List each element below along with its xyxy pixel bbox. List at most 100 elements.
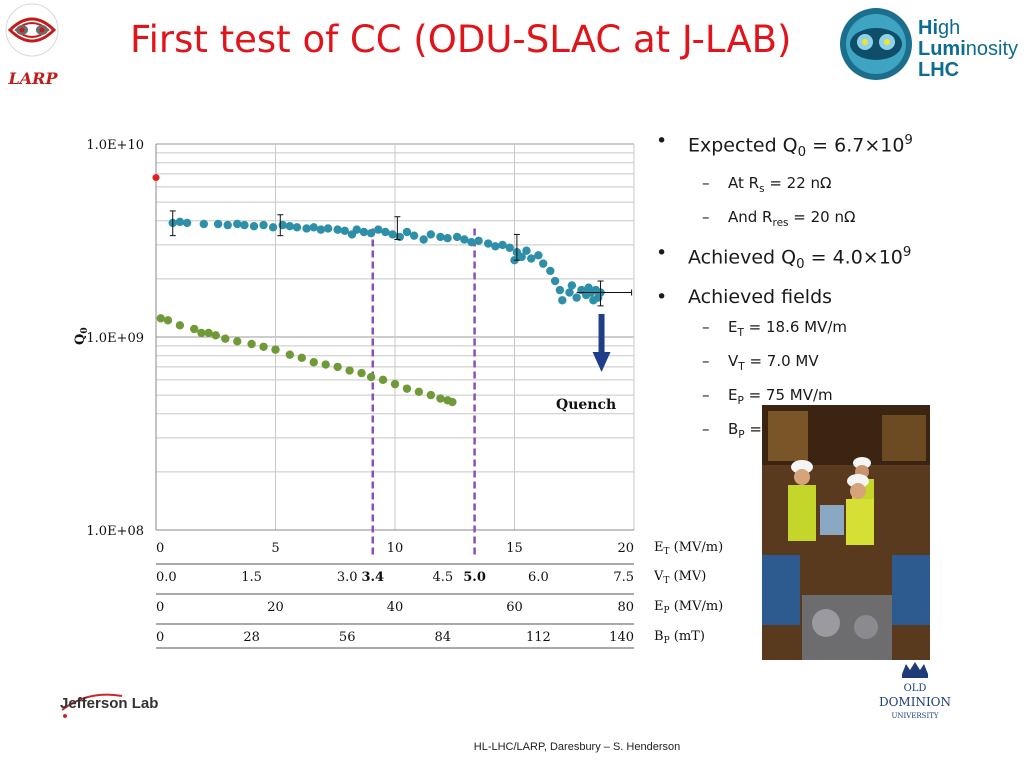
bullet-text: At R bbox=[728, 174, 760, 193]
x-tick-label: 0 bbox=[156, 630, 164, 645]
bullet-value: = 7.0 MV bbox=[744, 352, 819, 371]
bullet-text: V bbox=[728, 352, 739, 371]
odu-text-3: UNIVERSITY bbox=[891, 712, 938, 720]
data-point bbox=[247, 339, 256, 349]
data-point bbox=[534, 251, 543, 260]
bullet-dash: – bbox=[702, 318, 710, 337]
x-tick-label: 15 bbox=[506, 541, 523, 556]
data-point bbox=[436, 394, 445, 403]
data-point bbox=[366, 229, 376, 238]
hilumi-text-3: LHC bbox=[918, 59, 959, 81]
bullet-text: Achieved fields bbox=[688, 286, 833, 309]
data-point bbox=[285, 222, 295, 231]
data-point bbox=[233, 219, 242, 229]
bullet-subscript: T bbox=[737, 327, 744, 340]
bullet-text: E bbox=[728, 386, 738, 405]
bullet-text: Achieved Q bbox=[688, 246, 797, 269]
data-point bbox=[271, 345, 280, 354]
bullet-value: = 22 nΩ bbox=[764, 174, 832, 193]
data-point bbox=[240, 220, 249, 230]
data-point bbox=[555, 285, 565, 295]
data-point bbox=[321, 360, 330, 369]
data-point bbox=[357, 368, 366, 378]
bullet-dash: – bbox=[702, 208, 710, 227]
data-point bbox=[452, 232, 462, 242]
data-point bbox=[517, 252, 526, 262]
data-point bbox=[302, 224, 311, 233]
x-tick-label: 7.5 bbox=[613, 570, 634, 585]
x-tick-label: 6.0 bbox=[528, 570, 549, 585]
larp-logo: LARP bbox=[5, 3, 59, 88]
data-point bbox=[448, 397, 457, 407]
data-point bbox=[309, 223, 318, 232]
x-axis-label-unit: (MV/m) bbox=[670, 540, 724, 555]
x-axis-label-subscript: T bbox=[663, 576, 669, 586]
results-bullet-list: • Expected Q0 = 6.7×109– At Rs = 22 nΩ – And… bbox=[652, 128, 1022, 452]
data-point bbox=[182, 218, 192, 228]
bullet-value: = 18.6 MV/m bbox=[743, 318, 848, 337]
data-point bbox=[285, 350, 295, 359]
data-point bbox=[297, 353, 306, 363]
bullet-item: • Achieved fields bbox=[652, 284, 1022, 310]
data-point bbox=[498, 240, 507, 250]
data-point bbox=[259, 342, 268, 351]
hilumi-text-2a: Lumi bbox=[918, 38, 966, 60]
data-point bbox=[419, 235, 428, 244]
q0-vs-field-chart: 1.0E+10 1.0E+09 1.0E+08 Q0 Quench 0 5 10 15 20 ET … bbox=[73, 138, 723, 649]
data-point bbox=[565, 288, 574, 297]
x-axis-label: ET (MV/m) bbox=[654, 540, 723, 557]
slide-footer: HL-LHC/LARP, Daresbury – S. Henderson bbox=[0, 741, 1024, 753]
data-point bbox=[156, 314, 165, 323]
sub-bullet-item: – EP = 75 MV/m bbox=[652, 384, 1022, 412]
sub-bullet-item: – VT = 7.0 MV bbox=[652, 350, 1022, 378]
hilumi-text-1b: gh bbox=[938, 17, 960, 39]
x-tick-label: 5 bbox=[271, 541, 279, 556]
bullet-value: = 6.7×10 bbox=[806, 134, 905, 157]
data-point bbox=[474, 236, 483, 246]
x-tick-label: 80 bbox=[617, 600, 634, 615]
jefferson-lab-logo: Jefferson Lab bbox=[60, 693, 158, 718]
bullet-item: • Achieved Q0 = 4.0×109 bbox=[652, 240, 1022, 278]
x-tick-label: 56 bbox=[339, 630, 356, 645]
data-point bbox=[278, 220, 287, 230]
quench-arrow-shaft bbox=[598, 314, 605, 352]
data-point bbox=[388, 230, 397, 239]
odu-text-1: OLD bbox=[904, 683, 927, 694]
x-tick-label: 5.0 bbox=[463, 570, 486, 585]
data-point bbox=[292, 223, 302, 232]
bullet-subscript: res bbox=[772, 217, 789, 230]
data-point bbox=[374, 225, 383, 234]
footer-text: HL-LHC/LARP, Daresbury – S. Henderson bbox=[473, 741, 681, 753]
data-point bbox=[175, 217, 185, 227]
odu-text-2: DOMINION bbox=[879, 695, 951, 709]
data-point bbox=[402, 227, 412, 237]
bullet-value: = 20 nΩ bbox=[788, 208, 856, 227]
bullet-dash: – bbox=[702, 386, 710, 405]
bullet-dot: • bbox=[656, 286, 668, 309]
data-point bbox=[550, 276, 560, 286]
data-point bbox=[491, 242, 500, 251]
test-team-photo bbox=[762, 405, 930, 660]
bullet-dot: • bbox=[656, 130, 668, 152]
data-point bbox=[340, 226, 350, 236]
data-point bbox=[323, 224, 333, 233]
slide-title: First test of CC (ODU-SLAC at J-LAB) bbox=[130, 18, 792, 61]
x-axis-label: EP (MV/m) bbox=[654, 599, 723, 616]
y-tick-label: 1.0E+09 bbox=[86, 331, 144, 346]
data-point bbox=[199, 219, 208, 229]
svg-text:High: High bbox=[918, 17, 960, 39]
data-point bbox=[426, 390, 436, 400]
data-point bbox=[558, 296, 567, 305]
data-point bbox=[538, 259, 548, 268]
data-point bbox=[527, 254, 536, 263]
x-tick-label: 10 bbox=[387, 541, 404, 556]
bullet-text: E bbox=[728, 318, 738, 337]
x-axis-label-subscript: P bbox=[664, 636, 670, 646]
data-point bbox=[426, 230, 436, 239]
data-point bbox=[333, 362, 342, 372]
x-tick-label: 20 bbox=[617, 541, 634, 556]
data-point bbox=[409, 231, 419, 240]
x-tick-label: 3.0 bbox=[337, 570, 358, 585]
x-axis-label-unit: (MV) bbox=[669, 569, 706, 584]
data-point bbox=[460, 235, 469, 244]
